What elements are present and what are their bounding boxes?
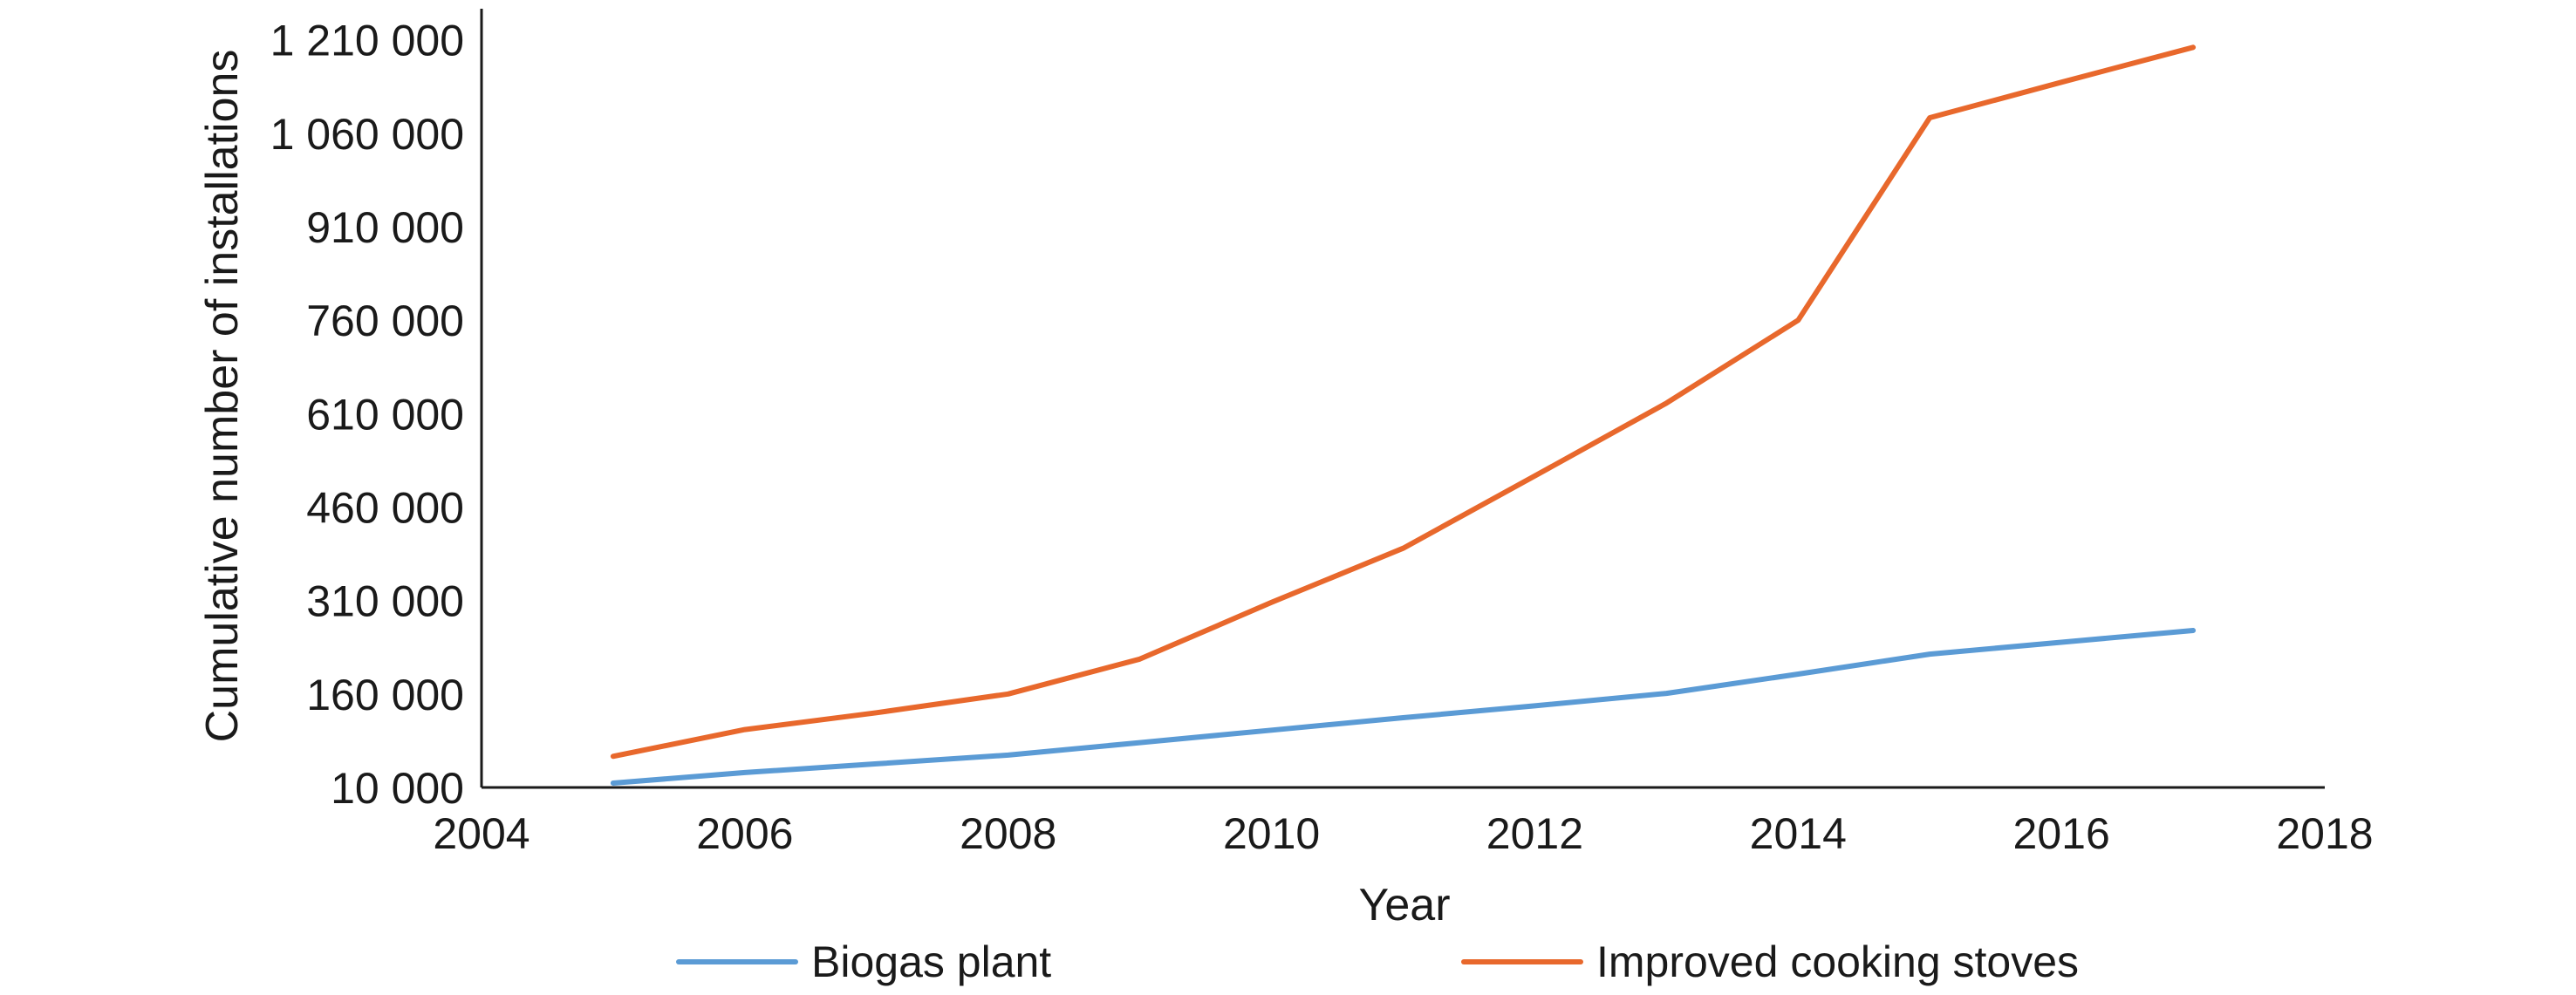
legend-label-biogas-plant: Biogas plant [811, 937, 1051, 986]
y-tick-label: 160 000 [306, 671, 464, 719]
y-tick-label: 610 000 [306, 390, 464, 439]
x-tick-label: 2006 [696, 809, 793, 858]
y-tick-label: 460 000 [306, 484, 464, 533]
legend-label-improved-cooking-stoves: Improved cooking stoves [1596, 937, 2079, 986]
x-tick-label: 2016 [2013, 809, 2110, 858]
x-tick-label: 2018 [2276, 809, 2373, 858]
x-tick-label: 2010 [1223, 809, 1320, 858]
y-tick-label: 1 210 000 [270, 17, 464, 65]
x-axis-title: Year [1358, 880, 1450, 930]
x-tick-label: 2004 [433, 809, 530, 858]
legend: Biogas plant Improved cooking stoves [676, 937, 2079, 986]
axes: 10 000 160 000 310 000 460 000 610 000 760 00… [270, 9, 2374, 858]
y-tick-label: 310 000 [306, 577, 464, 626]
y-axis-title: Cumulative number of installations [197, 50, 248, 743]
y-tick-label: 10 000 [331, 764, 464, 813]
series-line-improved-cooking-stoves [610, 44, 2197, 760]
x-tick-label: 2012 [1486, 809, 1583, 858]
series-layer [610, 44, 2197, 786]
y-tick-label: 910 000 [306, 203, 464, 252]
series-line-biogas-plant [610, 628, 2197, 786]
y-tick-label: 1 060 000 [270, 110, 464, 159]
x-tick-label: 2008 [960, 809, 1056, 858]
x-tick-label: 2014 [1750, 809, 1847, 858]
y-tick-label: 760 000 [306, 296, 464, 345]
